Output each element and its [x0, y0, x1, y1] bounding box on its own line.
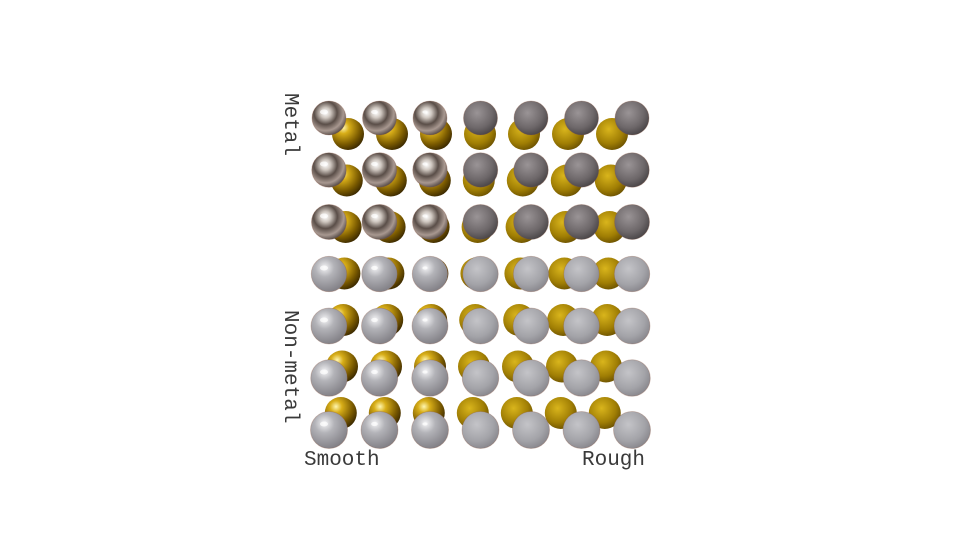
material-sphere: [412, 204, 448, 240]
material-sphere: [563, 307, 600, 345]
material-sphere: [461, 411, 500, 449]
material-sphere: [462, 255, 499, 293]
material-sphere: [411, 255, 449, 293]
specular-highlight: [422, 162, 428, 166]
material-sphere: [563, 152, 600, 188]
material-sphere: [462, 152, 499, 188]
specular-highlight: [371, 109, 378, 115]
material-sphere: [512, 255, 550, 293]
material-sphere: [462, 204, 499, 240]
material-sphere: [513, 204, 549, 240]
sphere-grid: [310, 100, 651, 449]
rough-label: Rough: [582, 449, 646, 472]
specular-highlight: [371, 265, 378, 271]
material-sphere: [613, 255, 651, 293]
specular-highlight: [320, 265, 328, 271]
material-sphere: [563, 255, 600, 293]
front-sphere-layer: [310, 100, 651, 449]
material-sphere: [412, 152, 448, 188]
material-sphere: [512, 307, 550, 345]
material-sphere: [564, 100, 599, 136]
specular-highlight: [422, 214, 428, 218]
material-sphere: [513, 100, 549, 136]
specular-highlight: [422, 422, 428, 426]
material-sphere: [361, 255, 398, 293]
material-sphere: [360, 359, 399, 397]
specular-highlight: [422, 110, 428, 114]
material-sphere: [311, 204, 347, 240]
material-sphere: [310, 255, 348, 293]
material-sphere: [361, 152, 398, 188]
specular-highlight: [371, 369, 378, 375]
material-sphere: [613, 359, 651, 397]
specular-highlight: [371, 161, 378, 167]
specular-highlight: [320, 317, 328, 323]
material-sphere: [362, 100, 397, 136]
material-sphere: [613, 307, 651, 345]
material-sphere: [361, 204, 398, 240]
material-sphere: [512, 359, 550, 397]
material-sphere: [614, 204, 650, 240]
material-sphere: [412, 100, 448, 136]
material-sphere: [562, 411, 601, 449]
material-sphere: [411, 307, 449, 345]
specular-highlight: [371, 213, 378, 219]
material-sphere: [461, 359, 500, 397]
specular-highlight: [422, 266, 428, 270]
metal-label: Metal: [278, 93, 301, 157]
material-sphere: [311, 100, 347, 136]
smooth-label: Smooth: [304, 449, 380, 472]
specular-highlight: [320, 213, 328, 219]
material-sphere: [512, 411, 550, 449]
specular-highlight: [422, 318, 428, 322]
material-sphere: [310, 411, 348, 449]
specular-highlight: [371, 421, 378, 427]
material-sphere: [614, 152, 650, 188]
specular-highlight: [371, 317, 378, 323]
material-sphere: [411, 359, 449, 397]
specular-highlight: [422, 370, 428, 374]
non-metal-label: Non-metal: [278, 310, 301, 424]
specular-highlight: [320, 369, 328, 375]
material-sphere: [513, 152, 549, 188]
material-sphere: [614, 100, 650, 136]
specular-highlight: [320, 109, 328, 115]
material-sphere: [310, 359, 348, 397]
material-sphere: [563, 204, 600, 240]
specular-highlight: [320, 161, 328, 167]
material-sphere: [613, 411, 651, 449]
material-sphere: [463, 100, 498, 136]
material-sphere: [310, 307, 348, 345]
material-sphere: [361, 307, 398, 345]
material-sphere: [462, 307, 499, 345]
material-sphere: [562, 359, 601, 397]
material-sphere: [360, 411, 399, 449]
specular-highlight: [320, 421, 328, 427]
material-sphere: [411, 411, 449, 449]
material-sphere: [311, 152, 347, 188]
